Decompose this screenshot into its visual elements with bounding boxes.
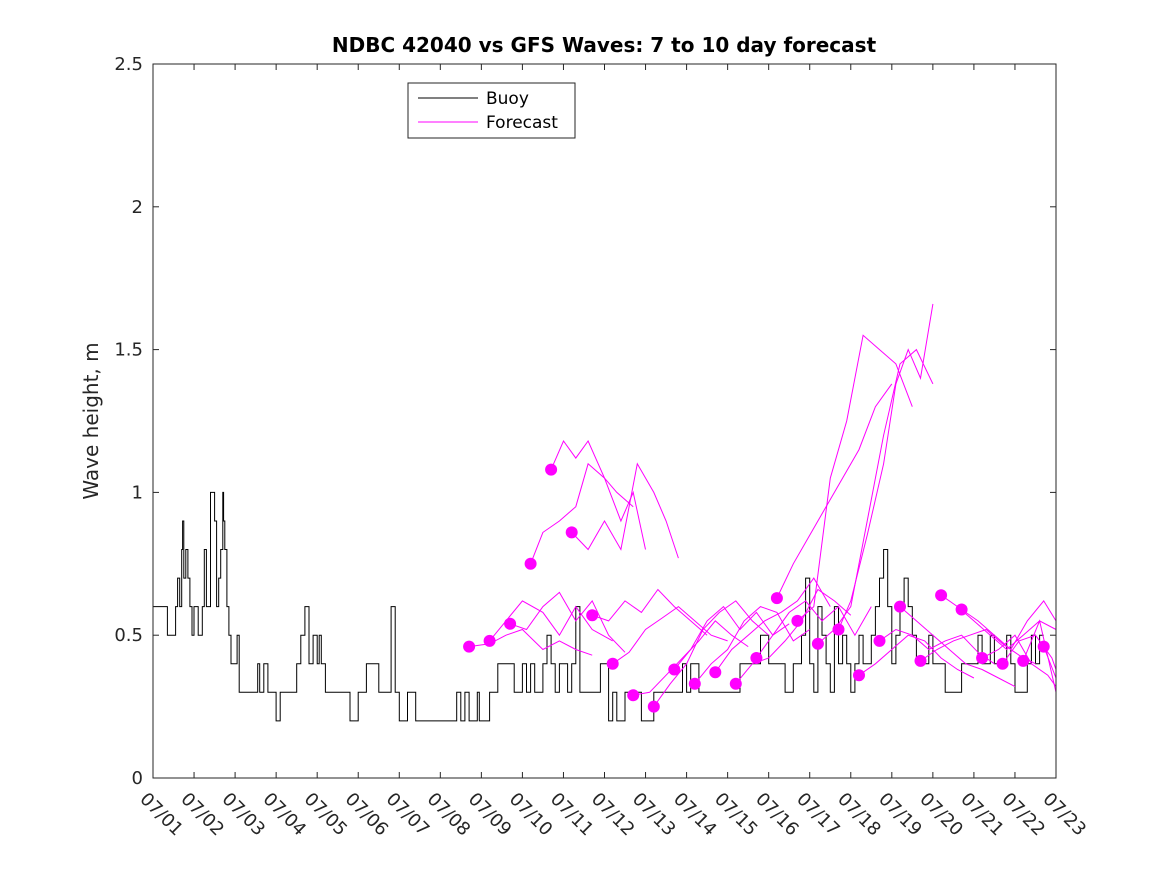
forecast-line-28 <box>1022 619 1057 693</box>
forecast-marker-26 <box>976 652 989 664</box>
forecast-line-27 <box>1002 634 1057 670</box>
forecast-line-16 <box>776 383 893 599</box>
forecast-marker-2 <box>483 634 496 647</box>
legend-box <box>407 82 576 139</box>
forecast-marker-12 <box>688 677 701 690</box>
chart-title: NDBC 42040 vs GFS Waves: 7 to 10 day for… <box>332 33 877 57</box>
forecast-marker-1 <box>463 640 476 653</box>
forecast-marker-29 <box>1037 640 1050 653</box>
y-tick-label: 2 <box>132 197 143 218</box>
forecast-marker-8 <box>606 657 619 670</box>
forecast-marker-9 <box>627 689 640 702</box>
y-axis-ticks: 0 0.5 1 1.5 2 2.5 <box>114 54 1056 789</box>
buoy-series <box>153 491 1044 722</box>
forecast-marker-21 <box>873 634 886 647</box>
legend-buoy-label: Buoy <box>486 89 529 109</box>
forecast-line-26 <box>981 634 1057 687</box>
forecast-line-23 <box>920 628 1036 665</box>
forecast-marker-10 <box>647 700 660 713</box>
forecast-line-17 <box>797 334 913 622</box>
forecast-line-12 <box>694 606 810 685</box>
forecast-marker-6 <box>565 526 578 539</box>
legend: Buoy Forecast <box>407 82 576 139</box>
forecast-marker-22 <box>894 600 906 613</box>
forecast-marker-20 <box>853 669 865 682</box>
forecast-marker-3 <box>504 617 517 630</box>
legend-forecast-label: Forecast <box>486 113 558 133</box>
forecast-marker-17 <box>791 614 804 627</box>
y-axis-label: Wave height, m <box>79 342 103 499</box>
forecast-line-13 <box>714 577 831 673</box>
forecast-marker-25 <box>955 603 968 616</box>
forecast-marker-27 <box>996 657 1009 670</box>
forecast-marker-28 <box>1017 654 1030 667</box>
forecast-line-3 <box>509 591 626 653</box>
forecast-line-22 <box>899 606 1016 688</box>
forecast-line-4 <box>530 462 634 564</box>
y-tick-label: 0.5 <box>114 625 143 646</box>
forecast-marker-15 <box>750 652 763 664</box>
forecast-line-15 <box>755 600 872 659</box>
forecast-line-21 <box>879 628 995 665</box>
forecast-line-25 <box>961 600 1057 651</box>
forecast-line-2 <box>489 600 613 642</box>
forecast-marker-18 <box>811 637 824 650</box>
forecast-marker-4 <box>524 557 537 570</box>
forecast-line-19 <box>838 303 934 630</box>
forecast-marker-5 <box>545 463 558 476</box>
plot-area <box>153 64 1056 778</box>
buoy-line <box>153 491 1044 722</box>
forecast-line-20 <box>858 634 975 679</box>
forecast-marker-11 <box>668 663 681 676</box>
y-tick-label: 0 <box>132 768 143 789</box>
forecast-marker-14 <box>729 677 742 690</box>
forecast-line-7 <box>592 588 708 636</box>
forecast-marker-16 <box>770 592 783 605</box>
forecast-marker-24 <box>935 589 948 602</box>
forecast-line-6 <box>571 462 679 559</box>
forecast-marker-19 <box>832 623 845 636</box>
y-tick-label: 1 <box>132 482 143 503</box>
y-tick-label: 2.5 <box>114 54 143 75</box>
forecast-line-11 <box>673 605 790 670</box>
forecast-line-8 <box>612 605 728 665</box>
forecast-markers <box>463 463 1050 713</box>
forecast-line-10 <box>653 600 770 707</box>
forecast-series <box>469 303 1057 707</box>
y-tick-label: 1.5 <box>114 340 143 361</box>
forecast-marker-13 <box>709 666 722 679</box>
forecast-marker-7 <box>586 609 599 622</box>
forecast-marker-23 <box>914 654 927 667</box>
